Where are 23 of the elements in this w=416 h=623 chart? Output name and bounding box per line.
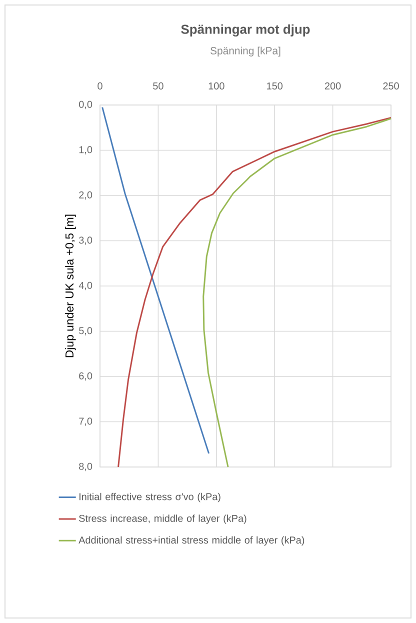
line-series bbox=[118, 116, 392, 468]
y-tick-label: 2,0 bbox=[79, 191, 92, 200]
x-tick-label: 150 bbox=[267, 82, 283, 90]
x-tick-label: 250 bbox=[383, 82, 399, 90]
y-tick-label: 7,0 bbox=[79, 418, 92, 426]
legend-label: Initial effective stress σ'vo (kPa) bbox=[80, 492, 220, 502]
x-tick-label: 100 bbox=[208, 82, 224, 90]
line-series bbox=[202, 118, 392, 468]
x-tick-label: 200 bbox=[324, 82, 341, 90]
y-tick-label: 1,0 bbox=[79, 146, 92, 154]
y-axis-title: Djup under UK sula +0,5 [m] bbox=[65, 214, 76, 358]
x-axis-title: Spänning [kPa] bbox=[210, 46, 280, 56]
legend-label: Additional stress+intial stress middle of layer (kPa) bbox=[78, 536, 304, 546]
y-tick-label: 4,0 bbox=[78, 282, 92, 290]
y-tick-label: 6,0 bbox=[79, 372, 92, 381]
x-tick-label: 50 bbox=[153, 82, 164, 90]
y-tick-label: 3,0 bbox=[79, 236, 92, 245]
y-tick-label: 5,0 bbox=[79, 327, 92, 336]
x-tick-label: 0 bbox=[98, 82, 102, 90]
y-tick-label: 8,0 bbox=[79, 462, 92, 472]
chart-title: Spänningar mot djup bbox=[181, 24, 310, 37]
legend-label: Stress increase, middle of layer (kPa) bbox=[79, 514, 246, 524]
y-tick-label: 0,0 bbox=[79, 100, 92, 110]
